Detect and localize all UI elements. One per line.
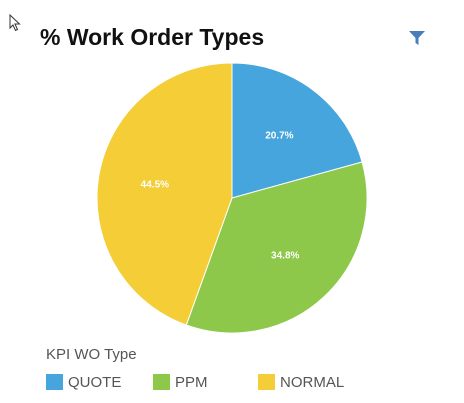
legend-label-normal: NORMAL — [280, 373, 345, 391]
legend-item-quote[interactable]: QUOTE — [46, 372, 121, 392]
legend-swatch-ppm — [153, 374, 170, 390]
legend-label-quote: QUOTE — [68, 373, 122, 391]
pie-slice-quote[interactable] — [231, 62, 363, 199]
pie-slice-ppm[interactable] — [185, 161, 368, 334]
filter-icon[interactable] — [407, 29, 427, 47]
pie-label-normal: 44.5% — [141, 180, 169, 191]
pie-label-ppm: 34.8% — [271, 250, 299, 261]
pie-label-quote: 20.7% — [265, 131, 293, 142]
chart-legend: QUOTE PPM NORMAL — [46, 372, 446, 392]
legend-title: KPI WO Type — [46, 346, 137, 363]
mouse-pointer-icon — [9, 14, 21, 32]
legend-item-ppm[interactable]: PPM — [153, 372, 208, 392]
legend-swatch-normal — [258, 374, 275, 390]
legend-swatch-quote — [46, 374, 63, 390]
legend-item-normal[interactable]: NORMAL — [258, 372, 344, 392]
widget-title: % Work Order Types — [40, 24, 265, 50]
pie-slice-normal[interactable] — [96, 62, 233, 326]
legend-label-ppm: PPM — [175, 373, 208, 391]
